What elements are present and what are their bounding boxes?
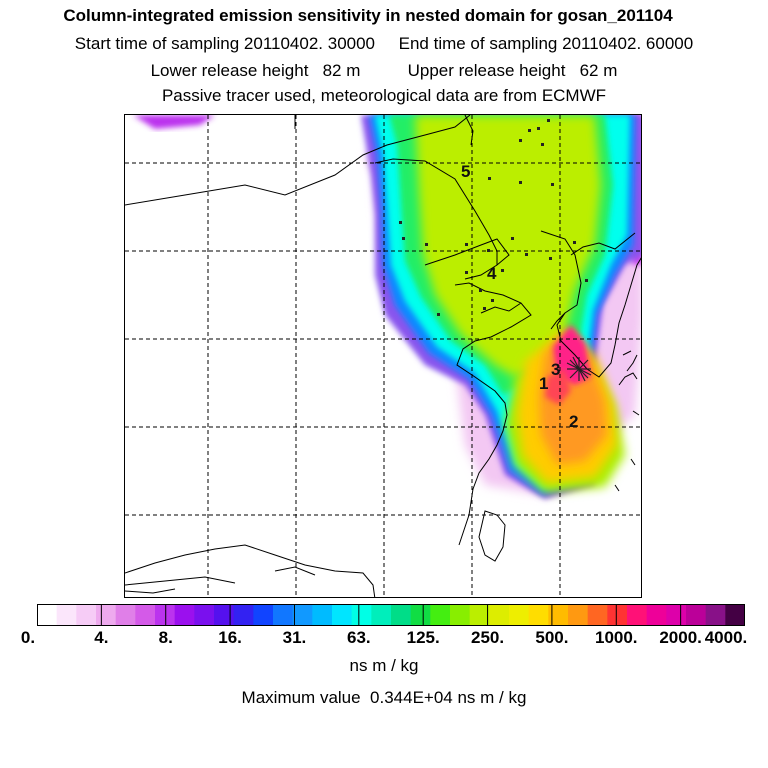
colorbar-swatch [115,604,136,626]
release-height-line: Lower release height 82 m Upper release … [150,61,618,80]
colorbar-swatch [292,604,313,626]
colorbar-swatch [528,604,549,626]
colorbar-swatch [725,604,746,626]
sampling-time-line: Start time of sampling 20110402. 30000 E… [74,34,694,53]
colorbar-swatch [646,604,667,626]
colorbar-swatch [627,604,648,626]
colorbar-swatch [509,604,530,626]
colorbar-tick-labels: 0. 4. 8. 16. 31. 63. 125. 250. 500. 1000. 2000. 400… [0,628,768,650]
colorbar-swatch [194,604,215,626]
colorbar-swatch [469,604,490,626]
colorbar-tick-label: 250. [470,628,505,647]
colorbar-tick-label: 8. [158,628,173,647]
release-label-2: 2 [569,412,578,431]
colorbar-swatch [233,604,254,626]
colorbar-swatch [489,604,510,626]
colorbar-swatch [37,604,58,626]
receptor-star-marker [566,356,592,382]
colorbar-swatch [666,604,687,626]
colorbar-tick-label: 31. [282,628,307,647]
colorbar-swatch [253,604,274,626]
colorbar-swatch [607,604,628,626]
lat-lon-grid [125,115,641,597]
release-label-3: 3 [551,360,560,379]
colorbar-swatch [686,604,707,626]
colorbar-swatch [450,604,471,626]
colorbar-swatch [174,604,195,626]
colorbar-tick-label: 16. [218,628,242,647]
colorbar-swatch [705,604,726,626]
colorbar-tick-label: 4. [94,628,109,647]
release-label-4: 4 [487,264,497,283]
colorbar-tick-label: 2000. [659,628,702,647]
sensitivity-field [133,115,641,499]
release-labels: 5 4 3 1 2 [461,162,578,431]
colorbar-swatch [410,604,431,626]
release-label-1: 1 [539,374,548,393]
colorbar-swatch [56,604,77,626]
plot-title: Column-integrated emission sensitivity i… [63,6,673,25]
city-markers [399,119,588,316]
colorbar-tick-label: 1000. [594,628,638,647]
colorbar-tick-label: 0. [20,628,36,647]
colorbar-swatch [587,604,608,626]
colorbar-swatch [312,604,333,626]
colorbar-border [37,604,745,626]
colorbar-units: ns m / kg [349,656,419,675]
colorbar-swatch [214,604,235,626]
colorbar-swatch [430,604,451,626]
colorbar-swatch [135,604,156,626]
colorbar-tick-label: 4000. [704,628,748,647]
map-canvas: 5 4 3 1 2 [125,115,641,597]
colorbar-swatch [568,604,589,626]
release-label-5: 5 [461,162,470,181]
colorbar-swatch [332,604,353,626]
colorbar-swatch [548,604,569,626]
colorbar-tick-label: 500. [535,628,569,647]
colorbar-swatch [155,604,176,626]
colorbar-swatch [273,604,294,626]
colorbar-swatch [96,604,117,626]
colorbar-scale [37,604,746,626]
colorbar-tick-label: 125. [406,628,440,647]
colorbar-swatch [371,604,392,626]
coastlines [125,115,641,597]
colorbar-swatch [76,604,97,626]
colorbar-tick-label: 63. [346,628,371,647]
maximum-value-line: Maximum value 0.344E+04 ns m / kg [241,688,527,707]
colorbar-swatch [351,604,372,626]
colorbar-swatch [391,604,412,626]
colorbar [37,604,746,626]
model-info-line: Passive tracer used, meteorological data… [161,86,607,105]
sensitivity-map: 5 4 3 1 2 [124,114,642,598]
